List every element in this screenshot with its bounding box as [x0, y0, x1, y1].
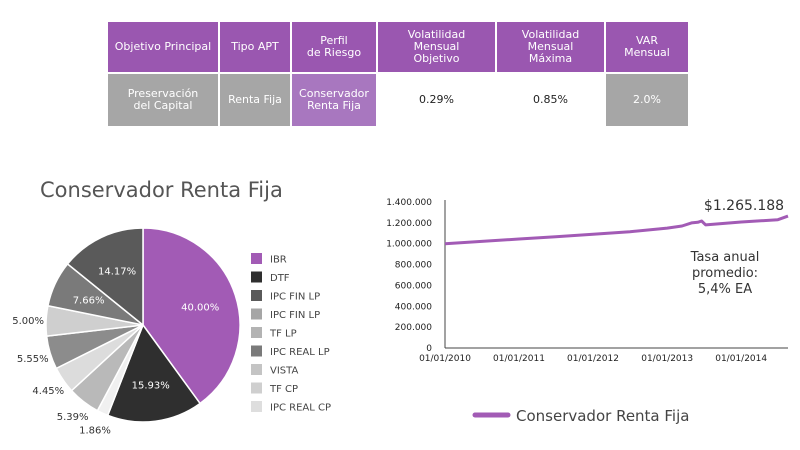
- legend-swatch: [251, 327, 262, 338]
- legend-label: IBR: [270, 255, 287, 266]
- legend-label: IPC REAL LP: [270, 347, 330, 358]
- legend-swatch: [251, 345, 262, 357]
- legend-swatch: [251, 271, 262, 283]
- table-header-cell: Volatilidad Mensual Máxima: [497, 22, 604, 72]
- pie-slice-label: 14.17%: [98, 267, 136, 278]
- legend-label: DTF: [270, 273, 290, 284]
- pie-slice: [106, 323, 202, 423]
- pie-slice: [142, 227, 241, 405]
- y-tick-label: 200.000: [395, 323, 432, 333]
- pie-slice: [66, 227, 144, 327]
- pie-slice-label: 5.55%: [17, 354, 49, 365]
- table-header-cell: Tipo APT: [220, 22, 290, 72]
- legend-label: VISTA: [270, 366, 298, 377]
- legend-label: Conservador Renta Fija: [516, 407, 689, 425]
- legend-label: IPC FIN LP: [270, 292, 320, 303]
- x-tick-label: 01/01/2010: [419, 354, 471, 364]
- y-tick-label: 0: [426, 344, 432, 354]
- pie-slice-label: 1.86%: [79, 425, 111, 436]
- end-value-label: $1.265.188: [704, 198, 784, 214]
- legend-label: TF LP: [269, 329, 297, 340]
- table-header-cell: Perfil de Riesgo: [292, 22, 376, 72]
- x-tick-label: 01/01/2011: [493, 354, 545, 364]
- legend-label: IPC REAL CP: [270, 403, 331, 414]
- series-line: [444, 214, 789, 246]
- pie-slice-label: 40.00%: [181, 302, 219, 313]
- legend-label: TF CP: [269, 384, 298, 395]
- x-tick-label: 01/01/2014: [715, 354, 767, 364]
- y-tick-label: 800.000: [395, 261, 432, 271]
- x-tick-label: 01/01/2012: [567, 354, 619, 364]
- table-cell: Preservación del Capital: [108, 74, 218, 126]
- legend-swatch: [251, 308, 262, 320]
- x-tick-label: 01/01/2013: [641, 354, 693, 364]
- y-tick-label: 600.000: [395, 281, 432, 291]
- legend-label: IPC FIN LP: [270, 310, 320, 321]
- pie-slice-label: 5.00%: [12, 316, 44, 327]
- y-tick-label: 1.400.000: [386, 198, 432, 208]
- table-cell: Renta Fija: [220, 74, 290, 126]
- pie-slice-label: 5.39%: [57, 412, 89, 423]
- annotation-line: 5,4% EA: [698, 282, 752, 297]
- table-header-cell: VAR Mensual: [606, 22, 688, 72]
- risk-profile-table: Objetivo Principal Tipo APT Perfil de Ries…: [108, 22, 688, 126]
- pie-chart-title: Conservador Renta Fija: [40, 178, 283, 202]
- y-tick-label: 1.200.000: [386, 219, 432, 229]
- y-tick-label: 1.000.000: [386, 240, 432, 250]
- line-chart: 0 200.000 400.000 600.000 800.000 1.000.000 1.…: [386, 198, 789, 425]
- pie-slice-label: 7.66%: [73, 295, 105, 306]
- pie-slice-label: 15.93%: [132, 381, 170, 392]
- pie-chart: 40.00% 15.93% 1.86% 5.39% 4.45% 5.55% 5.00% 7.6…: [12, 227, 331, 436]
- table-header-cell: Volatilidad Mensual Objetivo: [378, 22, 495, 72]
- table-cell: Conservador Renta Fija: [292, 74, 376, 126]
- annotation-line: promedio:: [692, 266, 758, 281]
- table-header-cell: Objetivo Principal: [108, 22, 218, 72]
- legend-swatch: [251, 253, 262, 264]
- table-cell: 2.0%: [606, 74, 688, 126]
- table-cell: 0.29%: [378, 74, 495, 126]
- legend-swatch: [251, 364, 262, 375]
- y-tick-label: 400.000: [395, 302, 432, 312]
- legend-swatch: [251, 382, 262, 394]
- annotation-line: Tasa anual: [690, 250, 760, 265]
- table-cell: 0.85%: [497, 74, 604, 126]
- legend-swatch: [251, 290, 262, 301]
- pie-slice-label: 4.45%: [32, 386, 64, 397]
- legend-swatch: [251, 401, 262, 412]
